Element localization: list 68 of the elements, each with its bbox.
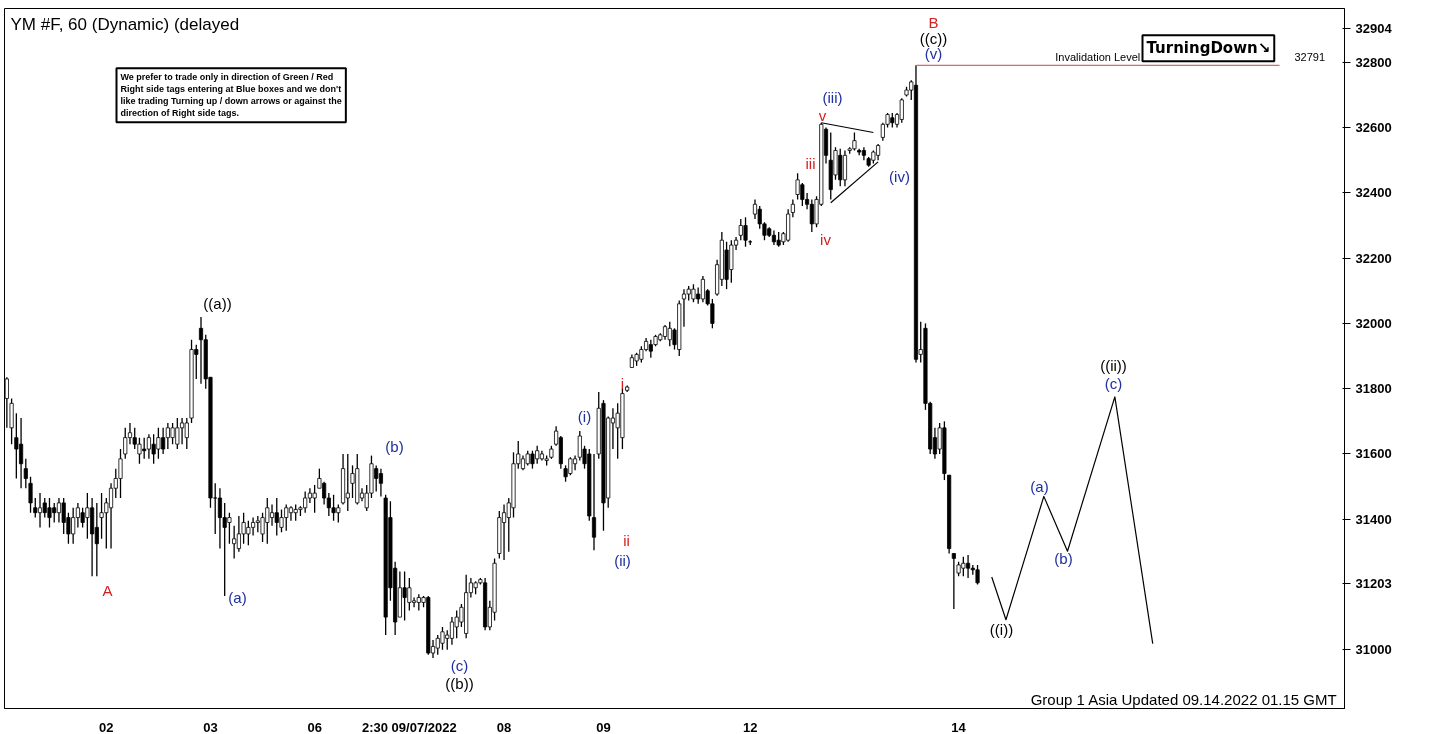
y-tick-label: 31800 <box>1355 381 1392 397</box>
annotation: (b) <box>385 437 404 455</box>
annotation: (ii) <box>614 551 631 569</box>
candlestick <box>28 476 33 514</box>
candlestick <box>23 458 28 489</box>
annotation: (a) <box>228 588 247 606</box>
candlestick <box>345 453 350 512</box>
candlestick <box>56 497 62 524</box>
candlestick <box>288 505 294 522</box>
candlestick <box>378 467 383 498</box>
candlestick <box>184 417 189 450</box>
candlestick <box>591 453 597 551</box>
annotation: TurningDown↘ <box>1146 39 1271 58</box>
x-tick-label: 03 <box>203 719 218 734</box>
annotation: Group 1 Asia Updated 09.14.2022 01.15 GMT <box>1030 691 1337 709</box>
y-tick-label: 32200 <box>1355 250 1392 266</box>
candlestick <box>123 427 128 460</box>
x-tick-label: 08 <box>496 719 512 734</box>
annotation: ii <box>623 531 630 549</box>
annotation: A <box>102 581 113 599</box>
x-tick-label: 06 <box>307 719 322 734</box>
candlestick <box>449 616 455 646</box>
annotation: iv <box>820 230 832 248</box>
x-tick-label: 02 <box>99 719 114 734</box>
candlestick <box>108 482 114 550</box>
annotation: (a) <box>1030 478 1049 496</box>
ref-line-label: Invalidation Level <box>1055 51 1141 64</box>
x-tick-label: 2:30 09/07/2022 <box>361 719 457 734</box>
y-tick-label: 32000 <box>1355 315 1392 331</box>
y-tick-label: 32400 <box>1355 185 1392 201</box>
candlestick <box>232 525 237 560</box>
annotation: 32791 <box>1294 51 1326 64</box>
annotation: ((a)) <box>203 295 232 313</box>
y-tick-label: 31203 <box>1355 576 1392 592</box>
candlestick <box>899 97 904 124</box>
annotation: (c) <box>450 657 469 675</box>
annotation: We prefer to trade only in direction of Green / Red Right side tags entering at Blue boxes and we don't like trading Turning up / down arrows or against the direction of Right side tags. <box>120 72 342 119</box>
annotation: i <box>620 374 625 392</box>
annotation: (iv) <box>889 168 910 186</box>
y-tick-label: 31000 <box>1355 642 1392 658</box>
x-tick-label: 12 <box>743 719 758 734</box>
y-tick-label: 31600 <box>1355 446 1392 462</box>
annotation: iii <box>805 155 816 173</box>
candlestick <box>198 316 204 385</box>
annotation: ((c)) <box>919 29 948 47</box>
y-tick-label: 31400 <box>1355 511 1392 527</box>
annotation: B <box>928 13 939 31</box>
candlestick <box>33 497 38 519</box>
candlestick <box>312 484 317 514</box>
annotation: (c) <box>1104 374 1123 392</box>
annotation: ((b)) <box>445 675 474 693</box>
chart-title: YM #F, 60 (Dynamic) (delayed <box>10 14 240 34</box>
annotation: v <box>818 107 827 125</box>
annotation: (iii) <box>822 89 843 107</box>
y-tick-label: 32904 <box>1355 20 1393 36</box>
annotation: (b) <box>1054 549 1073 567</box>
x-tick-label: 14 <box>951 719 967 734</box>
y-tick-label: 32600 <box>1355 120 1392 136</box>
candlestick <box>501 503 507 561</box>
annotation: ((ii)) <box>1100 356 1127 374</box>
annotation: (i) <box>577 407 592 425</box>
candlestick <box>94 502 99 577</box>
candlestick <box>37 492 43 529</box>
annotation: ((i)) <box>989 621 1014 639</box>
line-series <box>991 396 1154 645</box>
y-tick-label: 32800 <box>1355 54 1392 70</box>
x-tick-label: 09 <box>596 719 611 734</box>
candlestick <box>269 503 275 527</box>
